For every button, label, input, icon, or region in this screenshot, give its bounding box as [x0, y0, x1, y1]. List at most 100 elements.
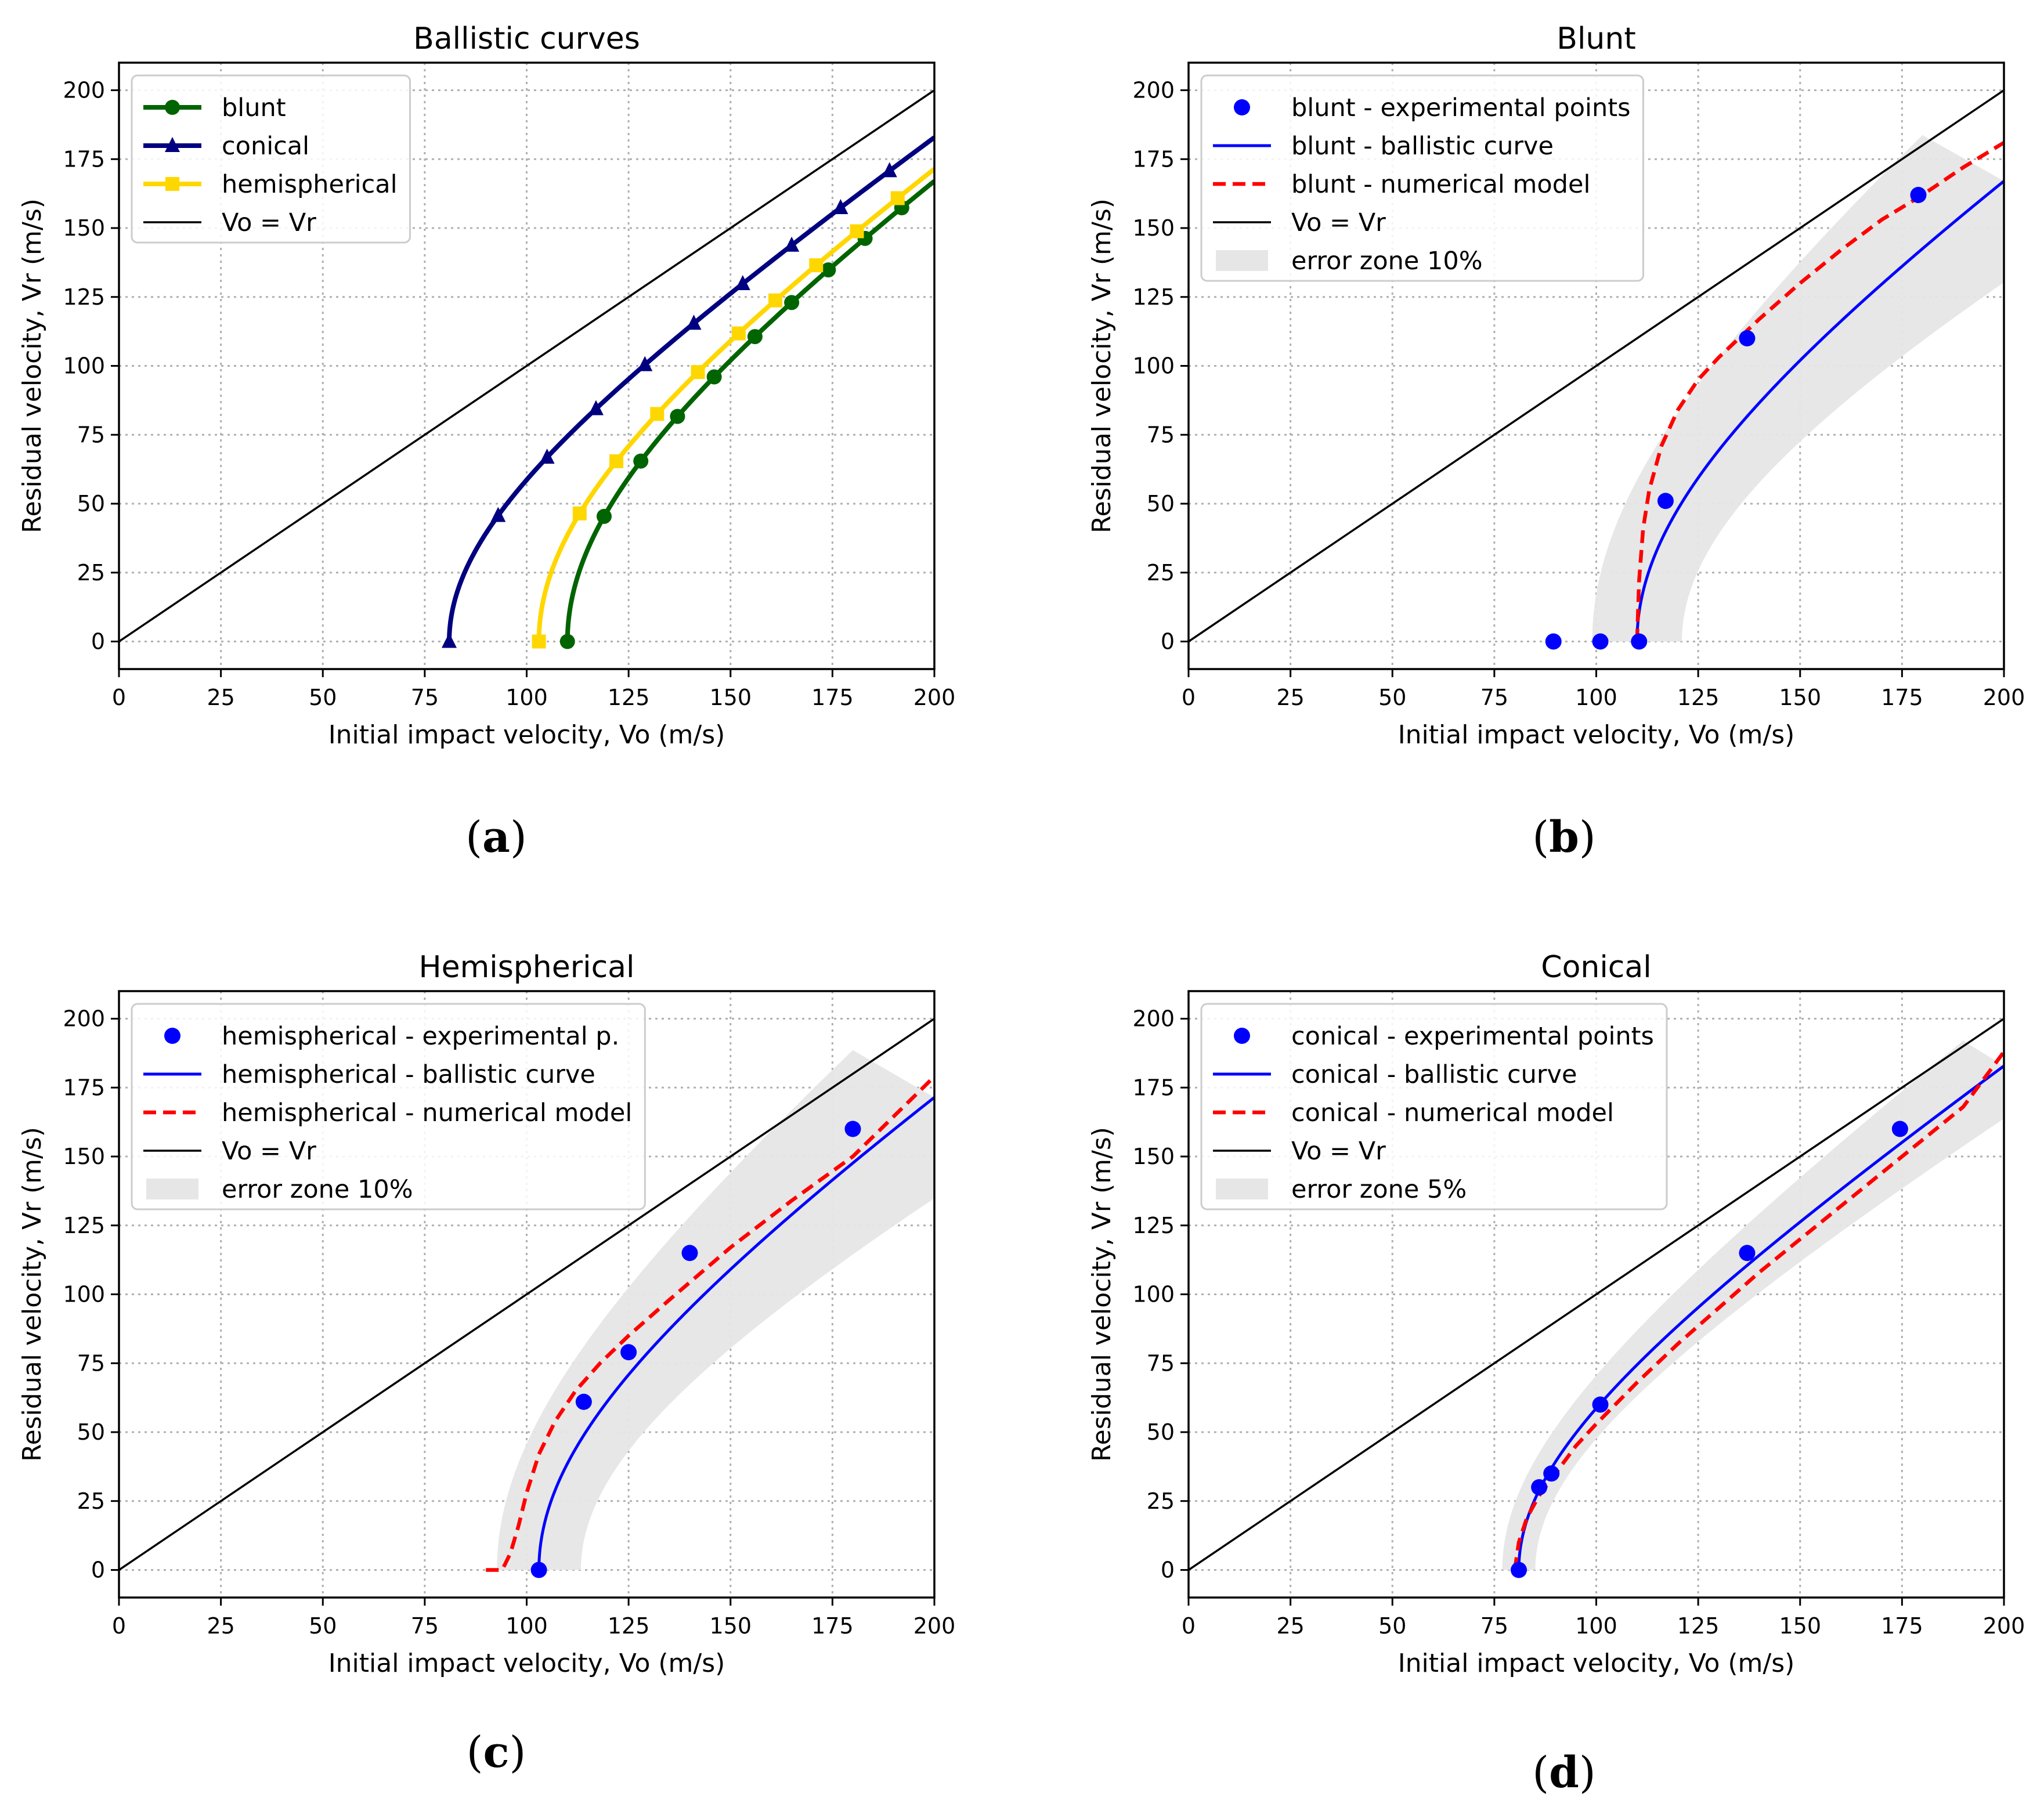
y-tick-label: 150	[1132, 1144, 1175, 1169]
legend-marker	[164, 1028, 180, 1044]
legend: blunt conical hemispherical Vo = Vr	[131, 74, 411, 244]
experimental-point	[575, 1393, 592, 1410]
legend-box	[1200, 74, 1644, 282]
chart-title: Blunt	[1557, 21, 1635, 56]
y-tick-label: 50	[77, 1419, 105, 1445]
x-tick-label: 75	[1480, 1613, 1508, 1639]
x-tick-label: 75	[411, 1613, 439, 1639]
x-tick-label: 75	[1480, 685, 1508, 710]
x-axis-label: Initial impact velocity, Vo (m/s)	[328, 1649, 725, 1678]
legend-box	[1200, 1003, 1668, 1210]
experimental-point	[1891, 1121, 1908, 1137]
legend: conical - experimental points conical - b…	[1200, 1003, 1668, 1210]
y-axis-label: Residual velocity, Vr (m/s)	[1087, 1127, 1117, 1462]
chart-d: 0 25 50 75 100 125 150 175 200 0 25 50 75 100 125 150 17…	[1087, 950, 2025, 1678]
data-point-hemispherical	[691, 365, 705, 380]
x-tick-label: 50	[309, 685, 337, 710]
data-point-blunt	[784, 295, 800, 310]
x-tick-label: 0	[1182, 685, 1196, 710]
x-tick-label: 25	[1276, 1613, 1304, 1639]
x-tick-label: 200	[1983, 685, 2025, 710]
identity-line	[119, 1018, 934, 1571]
experimental-point	[1592, 1396, 1609, 1413]
chart-a: 0 25 50 75 100 125 150 175 200 0 25 50 75 100 125 150 17…	[17, 21, 955, 750]
experimental-point	[681, 1245, 698, 1262]
y-tick-label: 200	[63, 1006, 105, 1032]
panel-label: (b)	[1532, 812, 1596, 862]
data-point-conical	[833, 198, 848, 214]
legend-label: hemispherical - experimental p.	[222, 1022, 619, 1051]
y-tick-label: 125	[1132, 1213, 1175, 1238]
x-tick-label: 50	[1378, 1613, 1406, 1639]
x-tick-label: 175	[1881, 1613, 1923, 1639]
legend-label: error zone 10%	[222, 1175, 413, 1204]
error-zone-band	[1502, 1040, 2004, 1570]
legend-label: Vo = Vr	[1291, 1137, 1386, 1166]
y-tick-label: 0	[1161, 1557, 1175, 1583]
x-tick-label: 125	[1677, 1613, 1720, 1639]
chart-b: 0 25 50 75 100 125 150 175 200 0 25 50 75 100 125 150 17…	[1087, 21, 2025, 750]
y-tick-label: 125	[63, 284, 105, 310]
legend-label: blunt - ballistic curve	[1291, 132, 1554, 161]
data-point-blunt	[821, 262, 836, 278]
x-tick-label: 175	[811, 685, 854, 710]
x-tick-label: 200	[1983, 1613, 2025, 1639]
legend-marker	[165, 137, 180, 152]
data-point-hemispherical	[532, 634, 546, 649]
data-point-blunt	[596, 508, 612, 524]
y-tick-label: 50	[77, 491, 105, 516]
data-point-blunt	[670, 409, 685, 424]
ballistic-curve-blunt	[1635, 180, 2004, 642]
x-tick-label: 100	[1575, 1613, 1617, 1639]
identity-line	[119, 89, 934, 642]
legend-label: conical	[222, 132, 309, 161]
error-zone-band	[497, 1050, 934, 1570]
data-point-conical	[784, 236, 800, 252]
y-axis-label: Residual velocity, Vr (m/s)	[17, 198, 47, 533]
data-point-conical	[882, 162, 897, 178]
x-tick-label: 25	[207, 1613, 234, 1639]
x-tick-label: 175	[811, 1613, 854, 1639]
data-point-blunt	[633, 453, 649, 469]
legend-label: blunt - numerical model	[1291, 170, 1590, 199]
ballistic-curve-conical	[447, 135, 934, 642]
experimental-point	[1531, 1479, 1548, 1495]
legend-box	[131, 74, 411, 244]
x-tick-label: 75	[411, 685, 439, 710]
y-tick-label: 100	[63, 353, 105, 379]
data-point-conical	[686, 315, 702, 330]
experimental-point	[1739, 330, 1756, 346]
x-tick-label: 175	[1881, 685, 1923, 710]
legend-label: error zone 10%	[1291, 247, 1483, 276]
y-tick-label: 50	[1147, 1419, 1175, 1445]
x-tick-label: 150	[709, 685, 752, 710]
experimental-point	[1657, 493, 1674, 509]
x-tick-label: 150	[1779, 685, 1821, 710]
y-tick-label: 175	[1132, 1075, 1175, 1100]
y-tick-label: 175	[63, 1075, 105, 1100]
x-tick-label: 25	[1276, 685, 1304, 710]
x-axis-label: Initial impact velocity, Vo (m/s)	[1398, 720, 1795, 750]
y-tick-label: 200	[63, 78, 105, 103]
legend-label: conical - numerical model	[1291, 1098, 1614, 1127]
y-tick-label: 0	[91, 1557, 105, 1583]
x-tick-label: 100	[505, 685, 548, 710]
data-point-blunt	[706, 369, 722, 385]
legend-label: hemispherical - ballistic curve	[222, 1060, 595, 1089]
x-tick-label: 0	[112, 685, 126, 710]
y-tick-label: 75	[77, 422, 105, 447]
legend-swatch	[1216, 1179, 1268, 1199]
panel-label: (a)	[465, 812, 527, 862]
data-point-conical	[539, 449, 555, 464]
x-tick-label: 0	[1182, 1613, 1196, 1639]
data-point-conical	[442, 633, 457, 648]
identity-line	[1189, 89, 2004, 642]
chart-title: Ballistic curves	[413, 21, 640, 56]
y-tick-label: 0	[1161, 629, 1175, 655]
data-point-hemispherical	[768, 293, 783, 308]
y-axis-label: Residual velocity, Vr (m/s)	[17, 1127, 47, 1462]
y-tick-label: 25	[1147, 560, 1175, 586]
x-tick-label: 50	[1378, 685, 1406, 710]
y-tick-label: 150	[1132, 215, 1175, 241]
x-axis-label: Initial impact velocity, Vo (m/s)	[1398, 1649, 1795, 1678]
